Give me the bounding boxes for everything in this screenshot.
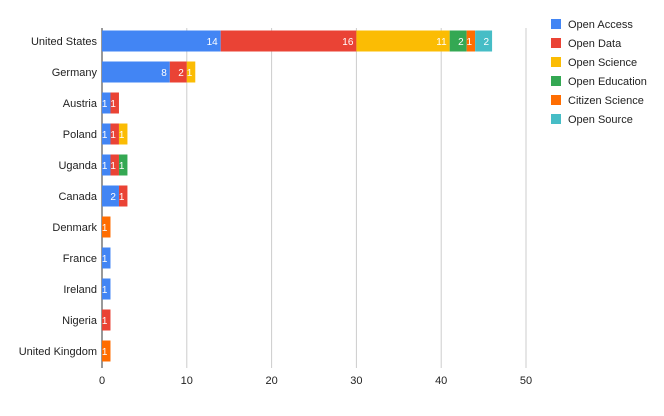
legend-item-label: Open Data — [568, 38, 622, 50]
bar-segment — [102, 216, 111, 238]
category-label: Ireland — [63, 284, 97, 296]
data-label: 11 — [436, 37, 447, 48]
category-labels: United States Germany Austria Poland Uganda C… — [19, 36, 98, 358]
bar-segment — [102, 340, 111, 362]
x-tick-label: 40 — [435, 375, 447, 387]
bar-segment — [102, 154, 111, 176]
data-label: 1 — [110, 99, 116, 110]
legend-item-label: Open Access — [568, 19, 633, 31]
legend-swatch — [551, 38, 561, 48]
category-label: France — [63, 253, 97, 265]
data-label: 1 — [110, 161, 116, 172]
x-tick-label: 30 — [350, 375, 362, 387]
category-label: Canada — [58, 191, 97, 203]
x-tick-label: 50 — [520, 375, 532, 387]
data-label: 1 — [119, 192, 125, 203]
data-label: 1 — [102, 99, 108, 110]
bar-segment — [475, 30, 493, 52]
bar-segment — [110, 154, 119, 176]
category-label: Austria — [63, 98, 98, 110]
data-label: 1 — [467, 37, 473, 48]
bar-segment — [102, 123, 111, 145]
data-label: 1 — [102, 130, 108, 141]
legend: Open Access Open Data Open Science Open Edu… — [551, 19, 647, 126]
bar-segment — [466, 30, 476, 52]
bar-segment — [220, 30, 357, 52]
bar-segment — [102, 92, 111, 114]
data-label: 1 — [110, 130, 116, 141]
legend-swatch — [551, 19, 561, 29]
data-label: 1 — [102, 254, 108, 265]
data-label: 2 — [484, 37, 490, 48]
data-label: 1 — [102, 316, 108, 327]
legend-swatch — [551, 76, 561, 86]
bar-segment — [102, 61, 170, 83]
bar-segment — [110, 92, 119, 114]
category-label: Germany — [52, 67, 98, 79]
legend-item-label: Citizen Science — [568, 95, 644, 107]
legend-swatch — [551, 57, 561, 67]
data-label: 1 — [102, 285, 108, 296]
bar-segment — [356, 30, 450, 52]
category-label: Poland — [63, 129, 97, 141]
bar-segment — [102, 278, 111, 300]
data-label: 1 — [187, 68, 193, 79]
data-label: 1 — [119, 161, 125, 172]
data-label: 2 — [178, 68, 184, 79]
category-label: United States — [31, 36, 98, 48]
legend-swatch — [551, 114, 561, 124]
bar-segment — [169, 61, 187, 83]
bar-segment — [102, 247, 111, 269]
bar-segment — [449, 30, 467, 52]
category-label: Nigeria — [62, 315, 98, 327]
legend-item-label: Open Source — [568, 114, 633, 126]
bar-segment — [102, 309, 111, 331]
x-tick-label: 20 — [265, 375, 277, 387]
category-label: Uganda — [58, 160, 97, 172]
data-label: 8 — [161, 68, 167, 79]
legend-item-label: Open Education — [568, 76, 647, 88]
bar-segment — [118, 185, 128, 207]
x-axis-tick-labels: 0 10 20 30 40 50 — [99, 375, 532, 387]
bar-segment — [186, 61, 196, 83]
bar-segment — [102, 185, 119, 207]
data-label: 2 — [110, 192, 116, 203]
bar-segment — [102, 30, 221, 52]
legend-swatch — [551, 95, 561, 105]
bar-segment — [118, 123, 128, 145]
x-tick-label: 0 — [99, 375, 105, 387]
data-label: 1 — [102, 347, 108, 358]
data-label: 2 — [458, 37, 464, 48]
category-label: Denmark — [52, 222, 97, 234]
x-tick-label: 10 — [181, 375, 193, 387]
bar-segment — [118, 154, 128, 176]
data-label: 1 — [102, 161, 108, 172]
data-label: 1 — [119, 130, 125, 141]
data-label: 1 — [102, 223, 108, 234]
legend-item-label: Open Science — [568, 57, 637, 69]
category-label: United Kingdom — [19, 346, 97, 358]
data-label: 16 — [342, 37, 354, 48]
bar-segment — [110, 123, 119, 145]
data-label: 14 — [207, 37, 219, 48]
